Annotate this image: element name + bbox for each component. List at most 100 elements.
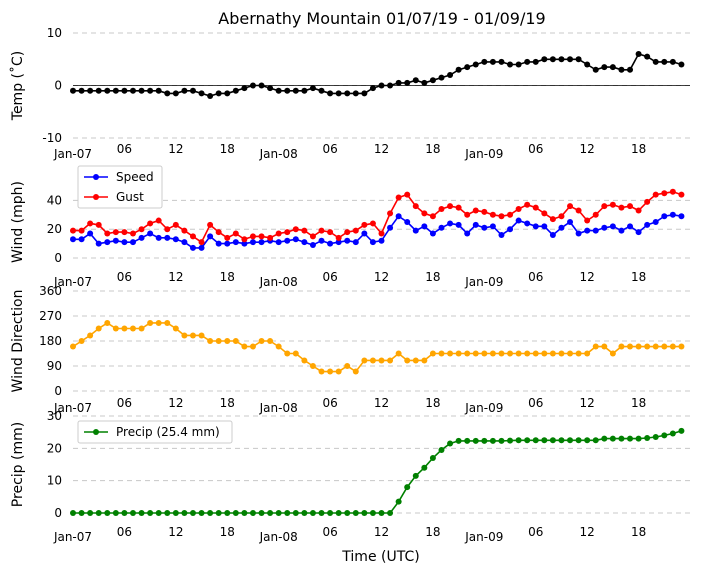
- data-point: [327, 240, 334, 247]
- y-tick-label: 10: [47, 474, 62, 488]
- data-point: [395, 350, 402, 357]
- data-point: [335, 510, 342, 516]
- data-point: [618, 343, 625, 350]
- data-point: [627, 435, 634, 442]
- data-point: [309, 363, 316, 369]
- series-line: [72, 321, 682, 373]
- data-point: [215, 240, 222, 247]
- data-point: [155, 217, 162, 224]
- x-tick-label: 06: [117, 270, 132, 284]
- data-point: [198, 239, 205, 246]
- data-point: [404, 79, 411, 86]
- data-point: [378, 82, 385, 89]
- data-point: [129, 239, 136, 246]
- data-point: [249, 82, 256, 89]
- legend-marker: [93, 194, 99, 200]
- data-point: [524, 437, 531, 444]
- x-tick-label: Jan-09: [464, 530, 503, 544]
- panel-3: 0 90 180 270 360 Wind Direction Jan-07 06 12 18 Ja…: [10, 284, 690, 415]
- data-point: [95, 240, 102, 247]
- data-point: [652, 219, 659, 225]
- x-tick-label: 12: [168, 142, 183, 156]
- data-point: [515, 350, 522, 357]
- data-point: [112, 87, 119, 94]
- data-point: [412, 357, 419, 364]
- data-point: [652, 434, 659, 441]
- data-point: [549, 350, 556, 357]
- x-tick-label: 12: [168, 270, 183, 284]
- data-point: [567, 219, 574, 225]
- data-point: [404, 191, 411, 198]
- data-point: [575, 56, 582, 63]
- data-point: [361, 90, 368, 97]
- x-tick-label: 06: [528, 270, 543, 284]
- data-point: [438, 74, 445, 81]
- data-point: [138, 87, 145, 94]
- legend-label: Speed: [116, 170, 154, 184]
- data-point: [652, 58, 659, 65]
- data-point: [292, 236, 299, 243]
- data-point: [507, 61, 514, 68]
- data-point: [678, 61, 685, 68]
- data-point: [378, 510, 385, 516]
- data-point: [121, 87, 128, 94]
- x-axis-label: Time (UTC): [341, 549, 419, 565]
- data-point: [455, 66, 462, 73]
- data-point: [404, 219, 411, 225]
- data-point: [618, 66, 625, 73]
- data-point: [627, 203, 634, 210]
- data-point: [532, 204, 539, 211]
- data-point: [678, 343, 685, 350]
- data-point: [421, 210, 428, 217]
- data-point: [489, 437, 496, 444]
- legend: Precip (25.4 mm): [77, 420, 233, 444]
- data-point: [464, 230, 471, 237]
- data-point: [421, 79, 428, 86]
- data-point: [584, 61, 591, 68]
- data-point: [344, 237, 351, 244]
- x-tick-label: 12: [168, 396, 183, 410]
- data-point: [541, 223, 548, 230]
- x-tick-label: 12: [374, 142, 389, 156]
- data-point: [378, 237, 385, 244]
- data-point: [327, 90, 334, 97]
- data-point: [635, 229, 642, 236]
- data-point: [592, 211, 599, 218]
- data-point: [481, 58, 488, 65]
- data-point: [507, 226, 514, 233]
- data-point: [164, 510, 171, 516]
- data-point: [652, 343, 659, 350]
- data-point: [95, 221, 102, 228]
- data-point: [395, 498, 402, 505]
- data-point: [112, 325, 119, 332]
- data-point: [70, 343, 76, 350]
- data-point: [507, 437, 514, 444]
- data-point: [532, 350, 539, 357]
- y-axis-label: Precip (mm): [10, 422, 26, 507]
- data-point: [172, 236, 179, 243]
- data-point: [70, 87, 76, 94]
- data-point: [181, 332, 188, 339]
- data-point: [464, 211, 471, 218]
- data-point: [678, 213, 685, 220]
- data-point: [275, 510, 282, 516]
- y-tick-label: 40: [47, 193, 62, 207]
- data-point: [318, 227, 325, 234]
- data-point: [489, 58, 496, 65]
- data-point: [344, 510, 351, 516]
- x-tick-label: 18: [220, 270, 235, 284]
- y-tick-label: 180: [39, 334, 62, 348]
- data-point: [532, 437, 539, 444]
- data-point: [241, 85, 248, 92]
- data-point: [678, 191, 685, 198]
- data-point: [275, 343, 282, 350]
- data-point: [232, 338, 239, 344]
- data-point: [189, 87, 196, 94]
- data-point: [241, 236, 248, 243]
- data-point: [155, 319, 162, 326]
- data-point: [121, 510, 128, 516]
- x-tick-label: 18: [220, 142, 235, 156]
- data-point: [369, 510, 376, 516]
- data-point: [361, 221, 368, 228]
- data-point: [644, 343, 651, 350]
